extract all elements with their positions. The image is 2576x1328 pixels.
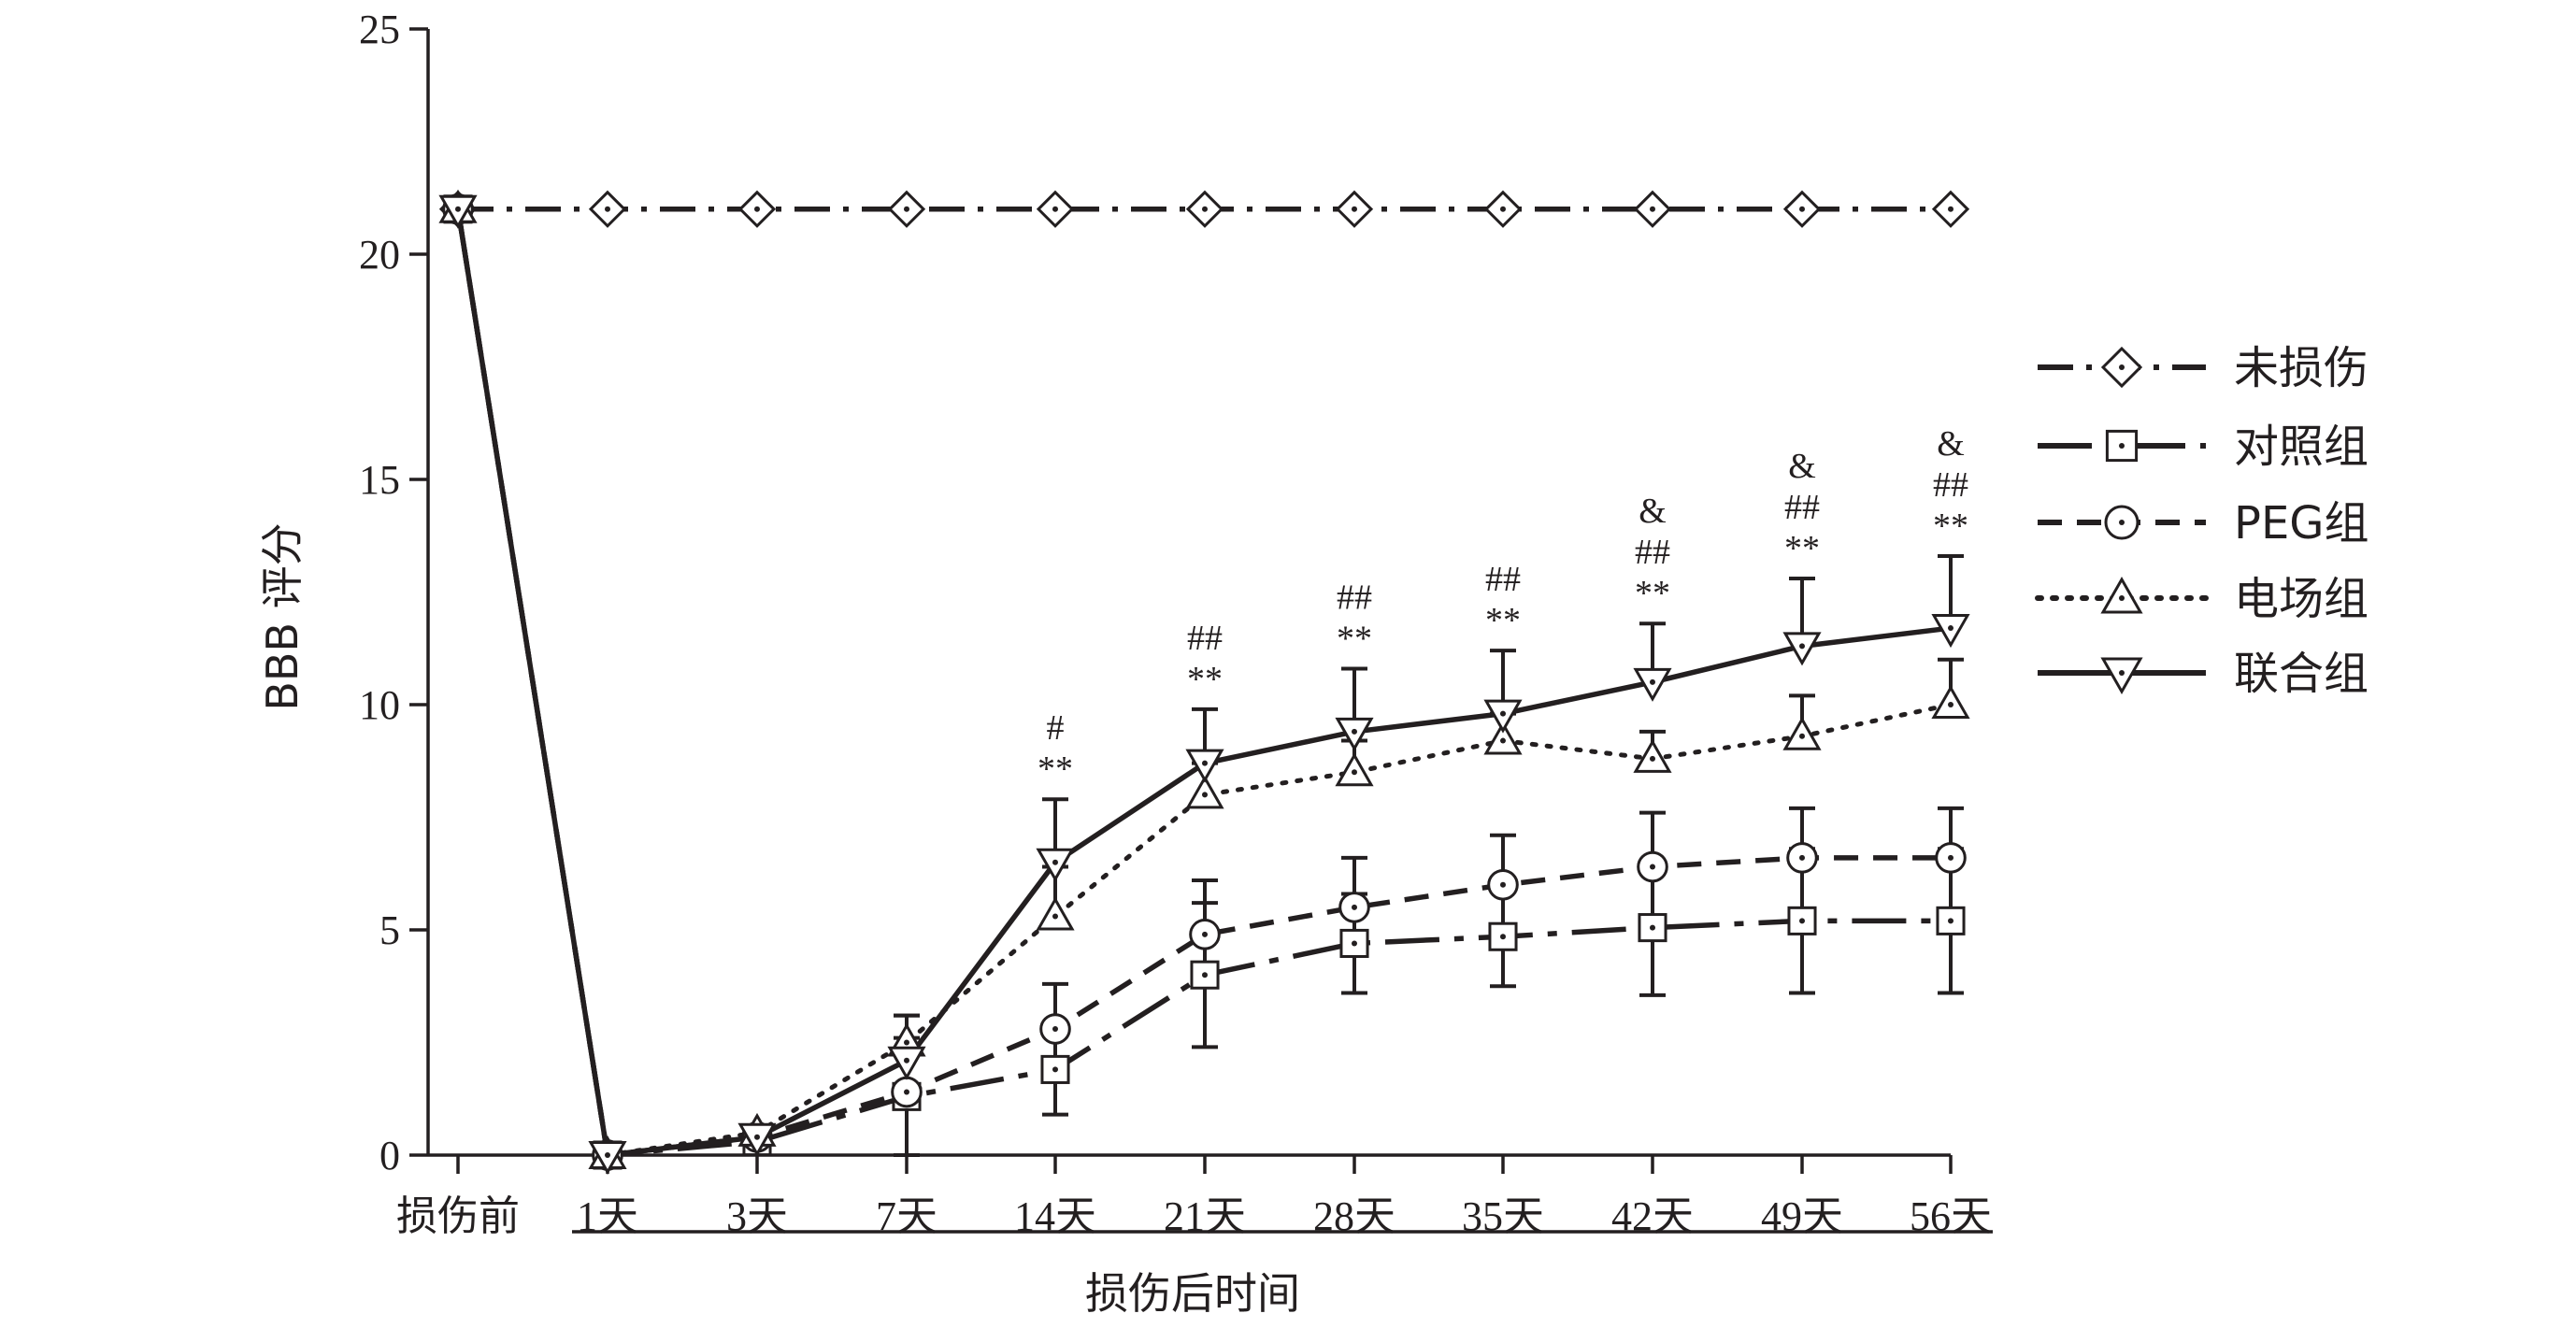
point-square-dot (1799, 918, 1805, 924)
y-tick-label: 25 (359, 7, 400, 52)
significance-mark: ## (1933, 465, 1968, 505)
significance-mark: & (1639, 492, 1667, 531)
y-tick-label: 0 (379, 1133, 400, 1178)
point-triangle-down-dot (904, 1057, 909, 1064)
point-square (1787, 906, 1817, 935)
point-triangle-down-dot (1352, 728, 1357, 735)
point-circle-dot (1948, 854, 1953, 861)
significance-mark: ** (1635, 574, 1670, 613)
point-triangle-down-dot (1948, 625, 1953, 632)
legend-label-5: 联合组 (2234, 648, 2368, 700)
significance-mark: ** (1337, 619, 1372, 658)
legend-marker-square (2105, 429, 2139, 463)
point-circle-dot (1052, 1026, 1058, 1033)
significance-mark: ## (1784, 488, 1820, 527)
point-triangle-down-dot (754, 1134, 760, 1140)
point-diamond-dot (1799, 206, 1805, 212)
point-triangle-up-dot (1352, 769, 1357, 776)
point-square-dot (1352, 940, 1357, 947)
y-tick-label: 20 (359, 232, 400, 278)
y-axis-label: BBB 评分 (257, 522, 308, 710)
significance-mark: ** (1933, 507, 1968, 546)
significance-mark: ## (1485, 560, 1521, 599)
point-square-dot (1052, 1066, 1058, 1073)
point-triangle-down-dot (1202, 760, 1208, 766)
point-diamond-dot (1352, 206, 1357, 212)
point-triangle-up-dot (1202, 792, 1208, 798)
point-diamond-dot (1650, 206, 1655, 212)
y-tick-label: 5 (379, 907, 400, 953)
y-tick-label: 10 (359, 682, 400, 728)
significance-annotations: **#**## **##**## **##&**##&**##& (1038, 424, 1968, 789)
legend-label-3: PEG组 (2234, 497, 2368, 550)
legend-label-1: 未损伤 (2234, 342, 2368, 394)
x-tick-label: 损伤前 (396, 1193, 520, 1239)
significance-mark: ## (1187, 619, 1223, 658)
point-square-dot (1202, 972, 1208, 978)
point-triangle-down-dot (1799, 643, 1805, 650)
significance-mark: & (1788, 447, 1816, 486)
point-triangle-down-dot (455, 206, 461, 212)
point-circle-dot (1202, 931, 1208, 937)
point-square-dot (1650, 924, 1655, 931)
point-circle-dot (904, 1089, 909, 1095)
x-axis-label: 损伤后时间 (1085, 1268, 1300, 1319)
point-diamond-dot (1052, 206, 1058, 212)
point-triangle-down-dot (605, 1152, 610, 1158)
significance-mark: ## (1337, 578, 1372, 617)
series-markers (438, 189, 1970, 1176)
point-triangle-up-dot (1052, 913, 1058, 920)
significance-mark: ## (1635, 533, 1670, 572)
significance-mark: ** (1038, 750, 1073, 789)
significance-mark: ** (1187, 660, 1223, 699)
point-triangle-up-dot (1500, 737, 1506, 744)
point-circle-dot (1650, 864, 1655, 870)
significance-mark: # (1047, 708, 1065, 748)
point-square-dot (1948, 918, 1953, 924)
significance-mark: ** (1485, 601, 1521, 640)
point-circle-dot (1500, 881, 1506, 888)
point-triangle-up-dot (1948, 702, 1953, 707)
legend-marker-circle-dot (2119, 520, 2125, 525)
legend-label-2: 对照组 (2234, 421, 2368, 473)
point-triangle-up-dot (1650, 755, 1655, 762)
legend-label-4: 电场组 (2234, 573, 2368, 625)
point-diamond-dot (754, 206, 760, 212)
y-tick-label: 15 (359, 457, 400, 503)
point-diamond-dot (1202, 206, 1208, 212)
point-triangle-down-dot (1650, 678, 1655, 685)
significance-mark: ** (1784, 529, 1820, 568)
point-triangle-down-dot (1052, 859, 1058, 865)
significance-mark: & (1937, 424, 1965, 464)
legend-marker-square-dot (2119, 443, 2125, 449)
point-circle-dot (1352, 904, 1357, 910)
point-diamond-dot (605, 206, 610, 212)
point-diamond-dot (1948, 206, 1953, 212)
legend-marker-triangle-down-dot (2119, 670, 2125, 676)
point-square-dot (1500, 934, 1506, 940)
legend-marker-triangle-up-dot (2119, 595, 2125, 601)
point-diamond-dot (904, 206, 909, 212)
point-triangle-up-dot (1799, 733, 1805, 739)
point-triangle-down-dot (1500, 710, 1506, 717)
point-diamond-dot (1500, 206, 1506, 212)
point-triangle-up-dot (904, 1039, 909, 1046)
point-circle-dot (1799, 854, 1805, 861)
legend-marker-diamond-dot (2119, 364, 2125, 370)
point-square (1040, 1054, 1070, 1084)
